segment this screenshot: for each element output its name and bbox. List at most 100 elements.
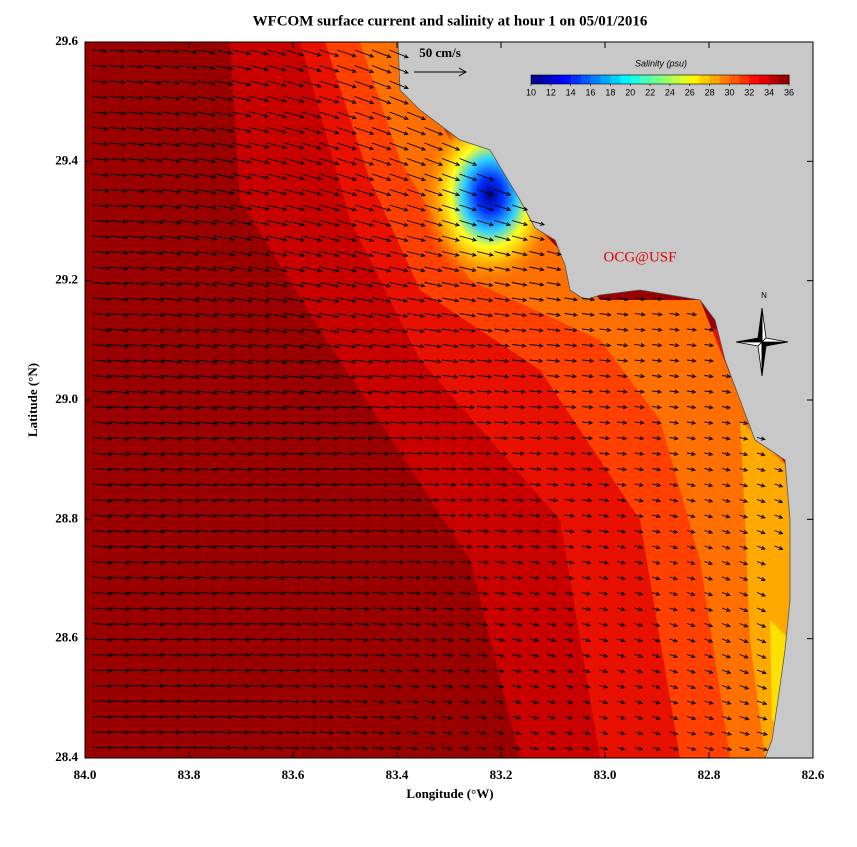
- current-arrow: [371, 606, 387, 611]
- current-arrow: [389, 80, 409, 90]
- current-arrow: [196, 745, 216, 750]
- current-arrow: [161, 173, 182, 179]
- current-arrow: [494, 359, 510, 364]
- current-arrow: [231, 745, 250, 751]
- current-arrow: [406, 513, 423, 518]
- current-arrow: [669, 576, 679, 581]
- current-arrow: [161, 606, 183, 611]
- current-arrow: [546, 251, 562, 256]
- current-arrow: [336, 282, 357, 288]
- current-arrow: [161, 406, 183, 411]
- current-arrow: [756, 654, 767, 659]
- current-arrow: [564, 482, 576, 487]
- current-arrow: [214, 436, 236, 442]
- colorbar-swatch: [610, 75, 621, 84]
- current-arrow: [231, 266, 253, 273]
- current-arrow: [371, 328, 391, 334]
- current-arrow: [214, 622, 234, 627]
- current-arrow: [214, 467, 236, 472]
- colorbar-swatch: [779, 75, 790, 84]
- colorbar-swatch: [699, 75, 711, 84]
- current-arrow: [179, 622, 200, 627]
- current-arrow: [266, 529, 287, 534]
- current-arrow: [109, 374, 130, 380]
- current-arrow: [214, 297, 236, 303]
- current-arrow: [266, 344, 288, 349]
- current-arrow: [91, 173, 110, 178]
- current-arrow: [266, 173, 288, 180]
- current-arrow: [721, 592, 731, 597]
- current-arrow: [371, 746, 385, 751]
- current-arrow: [406, 420, 424, 426]
- current-arrow: [721, 685, 732, 690]
- current-arrow: [406, 328, 426, 334]
- current-arrow: [529, 575, 541, 581]
- colorbar-tick-label: 24: [665, 87, 675, 97]
- current-arrow: [424, 653, 437, 658]
- current-arrow: [319, 482, 338, 487]
- current-arrow: [721, 545, 731, 550]
- current-arrow: [721, 374, 732, 379]
- current-arrow: [126, 313, 147, 318]
- x-tick-label: 82.6: [802, 767, 825, 782]
- current-arrow: [249, 80, 270, 87]
- current-arrow: [599, 607, 609, 612]
- current-arrow: [739, 747, 751, 752]
- current-arrow: [109, 683, 131, 689]
- current-arrow: [476, 467, 491, 472]
- current-arrow: [371, 544, 388, 549]
- current-arrow: [564, 700, 574, 705]
- current-arrow: [511, 529, 524, 534]
- current-arrow: [144, 683, 165, 689]
- current-arrow: [371, 127, 392, 136]
- current-arrow: [319, 80, 340, 89]
- current-arrow: [319, 653, 336, 658]
- current-arrow: [389, 560, 405, 565]
- current-arrow: [371, 374, 391, 380]
- current-arrow: [354, 235, 375, 243]
- current-arrow: [459, 251, 477, 257]
- current-arrow: [301, 158, 323, 166]
- current-arrow: [406, 746, 419, 751]
- current-arrow: [389, 467, 407, 472]
- current-arrow: [179, 652, 200, 658]
- current-arrow: [231, 714, 250, 720]
- scale-label: 50 cm/s: [419, 45, 461, 60]
- current-arrow: [669, 498, 679, 503]
- current-arrow: [599, 513, 610, 518]
- current-arrow: [266, 730, 284, 735]
- x-tick-label: 83.8: [178, 767, 201, 782]
- current-arrow: [774, 545, 784, 550]
- current-arrow: [196, 313, 218, 318]
- current-arrow: [354, 390, 374, 395]
- current-arrow: [704, 451, 714, 457]
- current-arrow: [634, 638, 644, 643]
- current-arrow: [581, 638, 592, 643]
- current-arrow: [144, 421, 166, 426]
- current-arrow: [179, 714, 199, 719]
- current-arrow: [371, 297, 392, 303]
- x-tick-label: 83.4: [386, 767, 409, 782]
- current-arrow: [144, 127, 163, 132]
- current-arrow: [599, 715, 609, 720]
- current-arrow: [266, 111, 287, 119]
- current-arrow: [144, 606, 166, 612]
- current-arrow: [179, 65, 198, 70]
- current-arrow: [581, 684, 591, 689]
- current-arrow: [144, 282, 165, 287]
- current-arrow: [336, 359, 357, 365]
- current-arrow: [91, 390, 113, 395]
- current-arrow: [336, 96, 357, 104]
- current-arrow: [214, 452, 236, 457]
- current-arrow: [616, 312, 629, 317]
- current-arrow: [249, 173, 270, 180]
- current-arrow: [371, 436, 390, 441]
- current-arrow: [284, 606, 303, 611]
- current-arrow: [336, 344, 357, 349]
- current-arrow: [354, 498, 372, 503]
- current-arrow: [389, 482, 406, 487]
- current-arrow: [109, 80, 126, 85]
- current-arrow: [424, 699, 437, 705]
- current-arrow: [389, 405, 408, 410]
